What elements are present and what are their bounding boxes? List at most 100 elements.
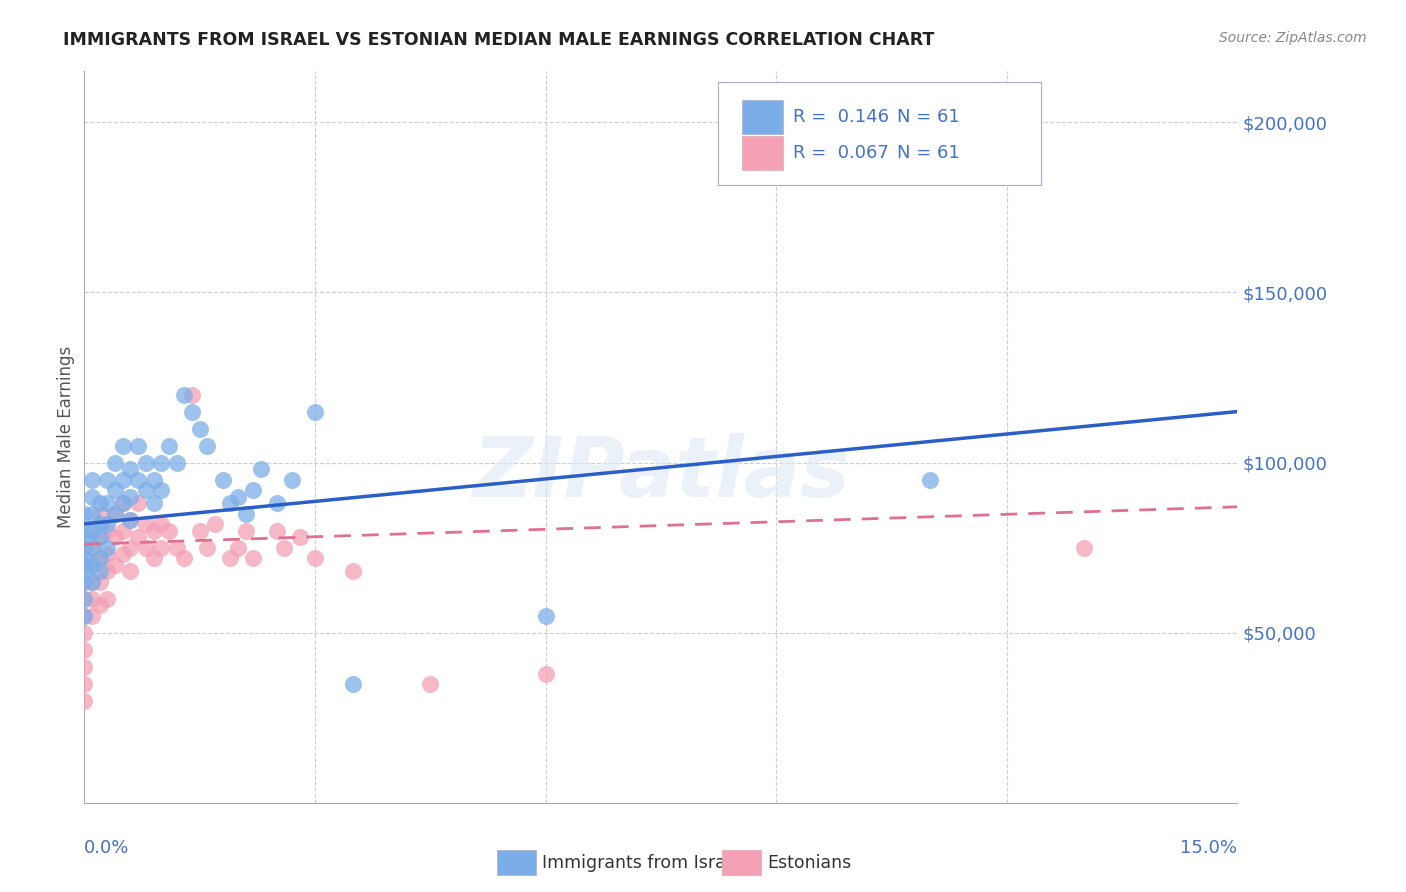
Point xyxy=(195,439,218,453)
Point xyxy=(226,541,249,555)
Point xyxy=(96,516,118,531)
Point xyxy=(89,599,111,613)
Point xyxy=(89,496,111,510)
Point xyxy=(120,462,142,476)
Point xyxy=(96,541,118,555)
Point xyxy=(142,524,165,538)
Point xyxy=(80,541,103,555)
Point xyxy=(219,550,242,565)
Point xyxy=(266,496,288,510)
Point xyxy=(135,516,157,531)
Point xyxy=(166,456,188,470)
Point xyxy=(111,524,134,538)
Point xyxy=(80,574,103,589)
Point xyxy=(89,516,111,531)
Point xyxy=(157,524,180,538)
Point xyxy=(534,608,557,623)
Point xyxy=(80,490,103,504)
Point xyxy=(111,548,134,562)
Point xyxy=(80,524,103,538)
Point xyxy=(288,531,311,545)
Point xyxy=(73,625,96,640)
Point xyxy=(89,550,111,565)
Point xyxy=(73,608,96,623)
Point xyxy=(89,531,111,545)
Text: R =  0.146: R = 0.146 xyxy=(793,108,890,126)
Point xyxy=(250,462,273,476)
Point xyxy=(96,565,118,579)
Point xyxy=(135,483,157,497)
Y-axis label: Median Male Earnings: Median Male Earnings xyxy=(56,346,75,528)
Point xyxy=(73,541,96,555)
Point xyxy=(73,507,96,521)
Point xyxy=(89,565,111,579)
Point xyxy=(281,473,304,487)
Point xyxy=(73,531,96,545)
Point xyxy=(80,608,103,623)
Point xyxy=(80,558,103,572)
Point xyxy=(150,456,173,470)
Point xyxy=(96,473,118,487)
Point xyxy=(111,496,134,510)
Point xyxy=(73,565,96,579)
Point xyxy=(242,483,264,497)
Point xyxy=(73,591,96,606)
Point xyxy=(127,496,149,510)
Point xyxy=(918,473,941,487)
FancyBboxPatch shape xyxy=(741,136,783,170)
FancyBboxPatch shape xyxy=(718,82,1042,185)
Point xyxy=(111,439,134,453)
Point xyxy=(89,531,111,545)
Point xyxy=(73,694,96,708)
Point xyxy=(104,483,127,497)
Point xyxy=(120,565,142,579)
Point xyxy=(104,531,127,545)
Point xyxy=(80,524,103,538)
Point xyxy=(120,490,142,504)
Text: Source: ZipAtlas.com: Source: ZipAtlas.com xyxy=(1219,31,1367,45)
Point xyxy=(142,496,165,510)
Point xyxy=(73,524,96,538)
Point xyxy=(73,541,96,555)
FancyBboxPatch shape xyxy=(721,850,761,875)
Point xyxy=(104,558,127,572)
Point xyxy=(73,574,96,589)
Point xyxy=(96,524,118,538)
Point xyxy=(188,421,211,435)
Point xyxy=(127,473,149,487)
Point xyxy=(173,550,195,565)
Point xyxy=(135,541,157,555)
Point xyxy=(150,516,173,531)
Point xyxy=(111,496,134,510)
Point xyxy=(157,439,180,453)
Point xyxy=(226,490,249,504)
Point xyxy=(304,404,326,418)
Point xyxy=(135,456,157,470)
Point xyxy=(120,513,142,527)
Point xyxy=(120,541,142,555)
Point xyxy=(142,550,165,565)
Point xyxy=(89,507,111,521)
Point xyxy=(80,507,103,521)
Point xyxy=(235,524,257,538)
Text: 0.0%: 0.0% xyxy=(84,839,129,857)
Point xyxy=(188,524,211,538)
Point xyxy=(534,666,557,681)
Point xyxy=(73,558,96,572)
Point xyxy=(181,404,204,418)
Point xyxy=(266,524,288,538)
Point xyxy=(73,558,96,572)
Point xyxy=(73,642,96,657)
Text: R =  0.067: R = 0.067 xyxy=(793,145,889,162)
Point xyxy=(127,531,149,545)
Text: Estonians: Estonians xyxy=(766,854,851,871)
Text: N = 61: N = 61 xyxy=(897,108,960,126)
Point xyxy=(89,550,111,565)
Point xyxy=(173,387,195,401)
Point xyxy=(80,591,103,606)
Point xyxy=(89,574,111,589)
Point xyxy=(204,516,226,531)
FancyBboxPatch shape xyxy=(741,100,783,134)
Point xyxy=(80,541,103,555)
Point xyxy=(73,608,96,623)
